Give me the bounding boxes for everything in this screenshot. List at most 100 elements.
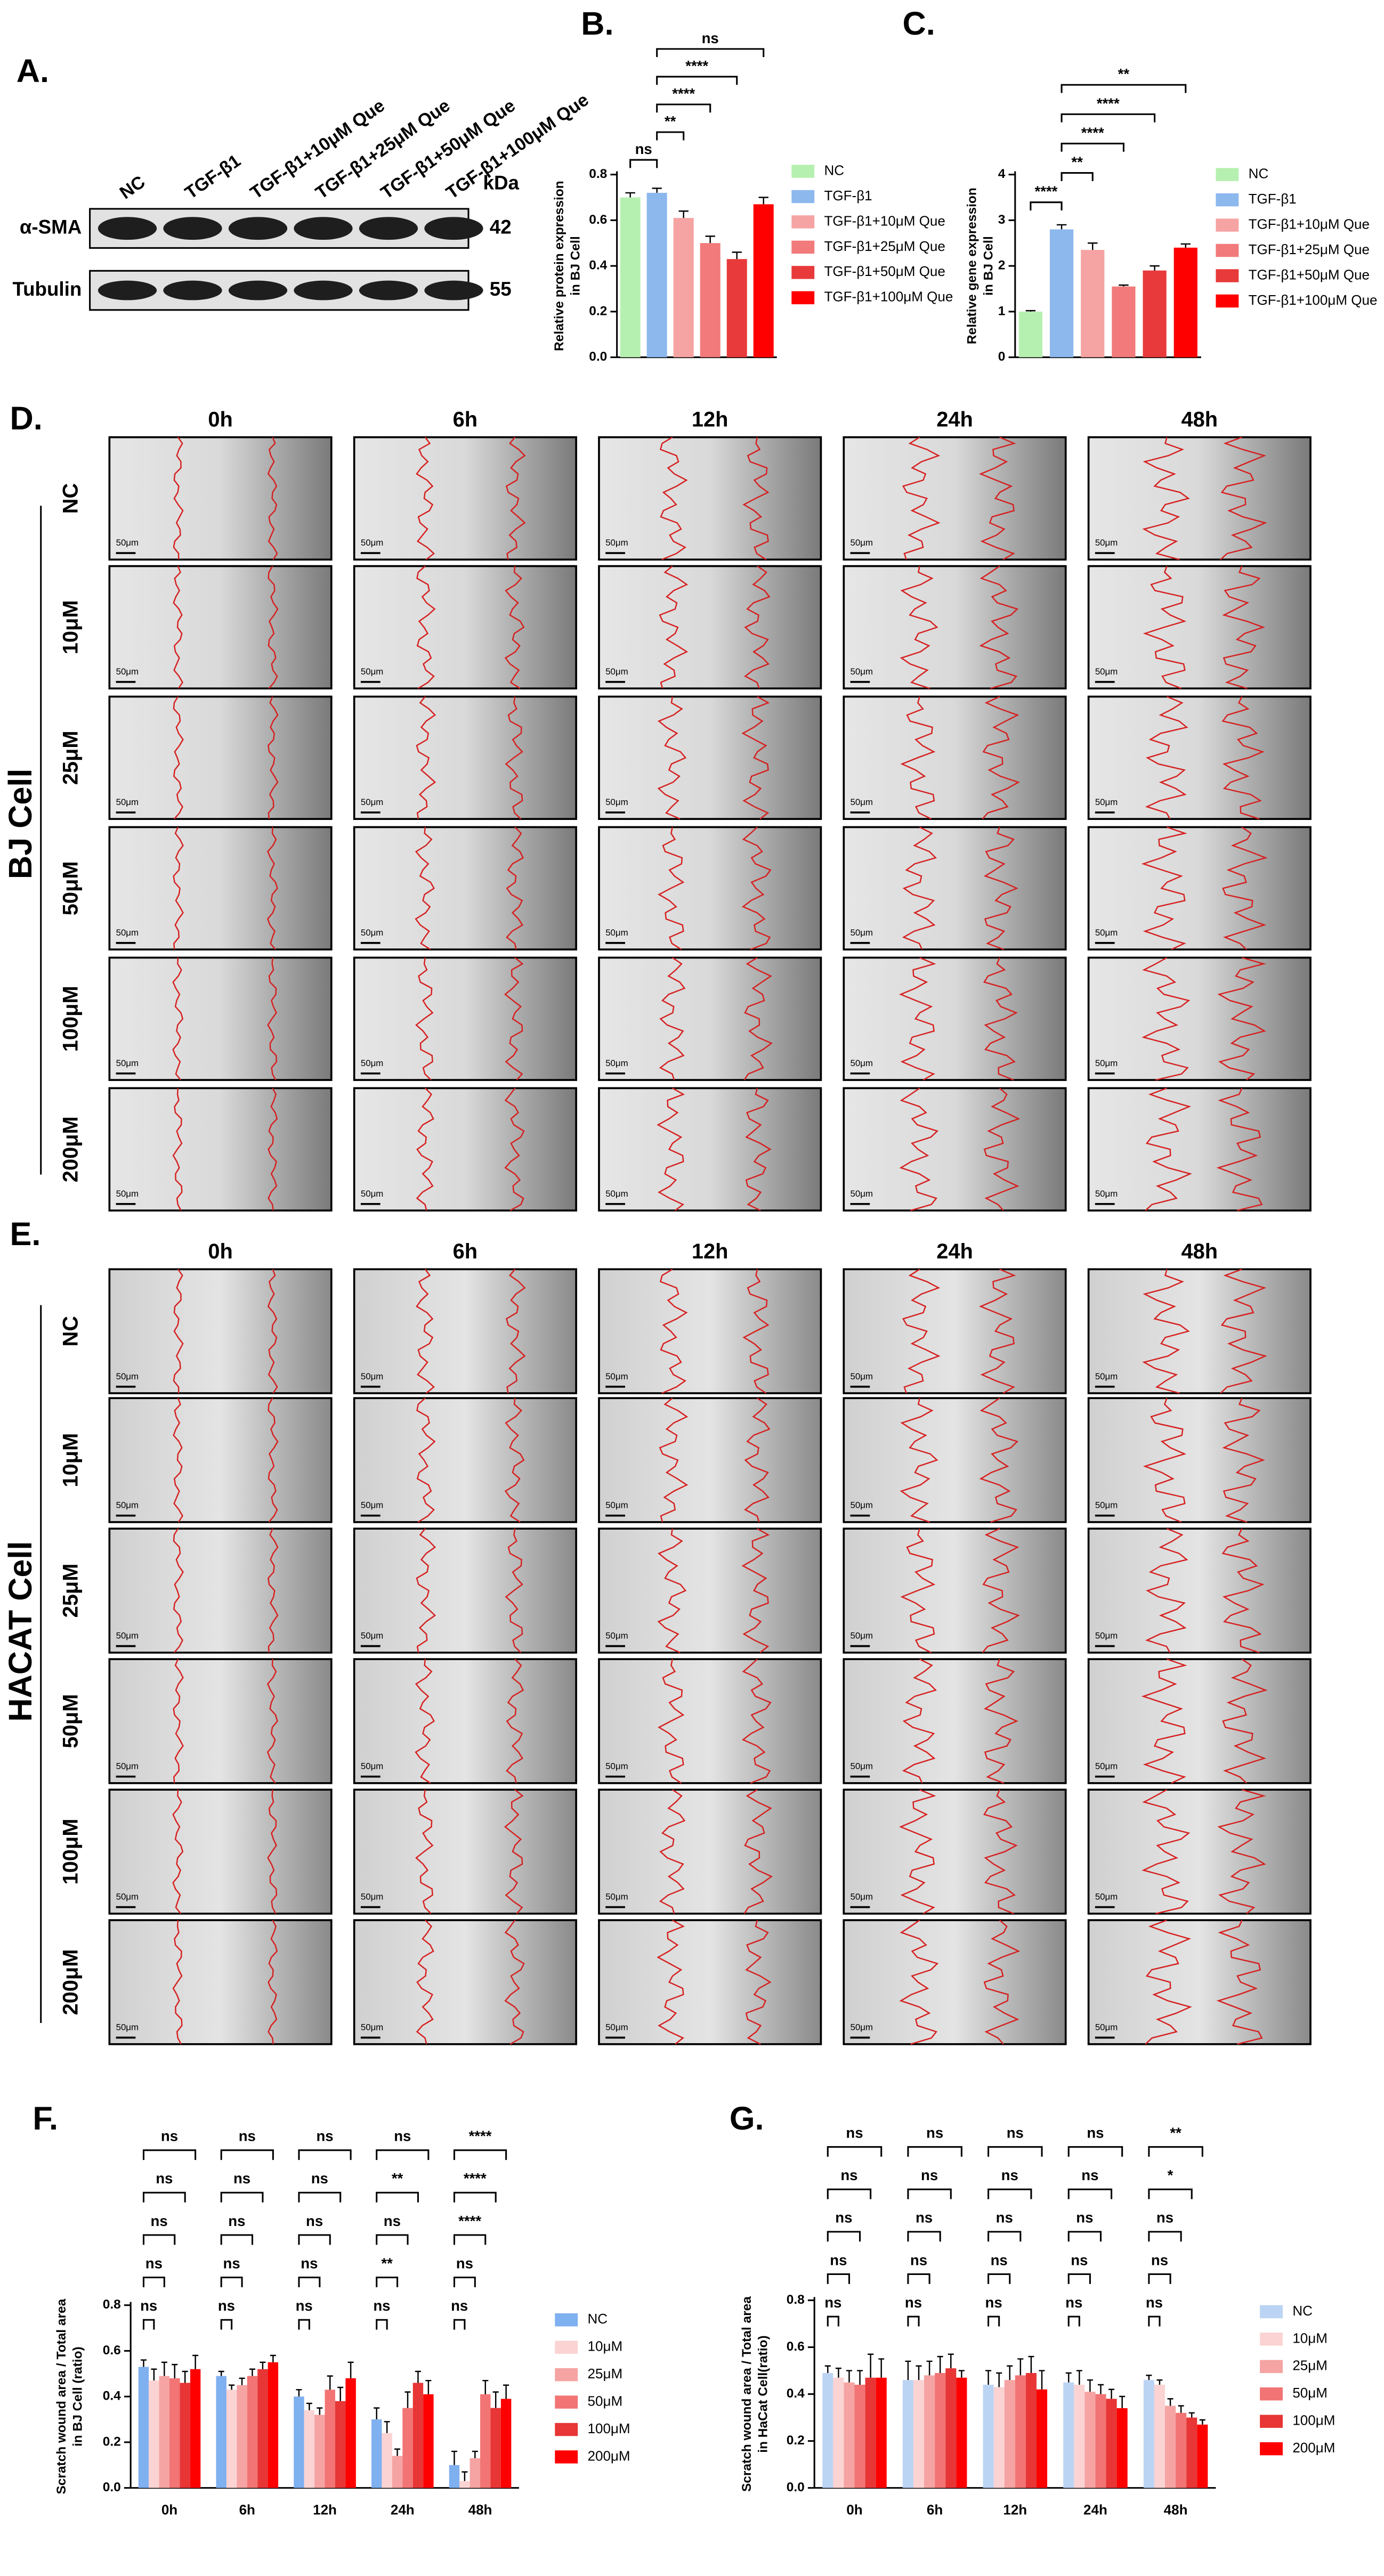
error-bar — [503, 2384, 509, 2399]
bar — [325, 2390, 335, 2488]
bar — [833, 2377, 844, 2488]
error-bar — [260, 2361, 266, 2369]
error-bar — [317, 2407, 323, 2415]
significance-bracket — [988, 2146, 1043, 2157]
significance-bracket — [142, 2277, 165, 2288]
significance-bracket — [1061, 172, 1094, 181]
error-bar — [824, 2365, 831, 2373]
micrograph: 50μm — [598, 956, 822, 1081]
wound-edge — [745, 1920, 772, 2045]
significance-bracket — [1148, 2146, 1203, 2157]
significance-bracket — [907, 2273, 930, 2284]
error-bar — [1028, 2355, 1034, 2373]
significance-bracket — [298, 2277, 321, 2288]
scale-bar-label: 50μm — [361, 2022, 383, 2033]
x-tick-label: 0h — [846, 2501, 862, 2517]
micrograph: 50μm — [598, 1789, 822, 1915]
wound-edge — [741, 826, 772, 950]
significance-label: ns — [846, 2124, 863, 2141]
wound-edge — [900, 1397, 938, 1523]
scale-bar-label: 50μm — [605, 1189, 628, 1199]
legend-label: NC — [1292, 2303, 1313, 2319]
x-tick-label: 48h — [1164, 2501, 1188, 2517]
bar — [1015, 2375, 1026, 2488]
row-label: 200μM — [59, 1116, 82, 1182]
bar — [257, 2369, 268, 2488]
wound-edge — [1141, 826, 1187, 950]
scale-bar-label: 50μm — [361, 928, 383, 938]
significance-label: ns — [384, 2213, 401, 2229]
significance-label: ns — [1071, 2252, 1088, 2268]
wound-edge — [1143, 1397, 1187, 1523]
significance-bracket — [1148, 2231, 1182, 2242]
significance-bracket — [298, 2149, 352, 2160]
significance-label: ns — [316, 2128, 333, 2144]
significance-bracket — [629, 159, 658, 168]
significance-label: ns — [228, 2213, 245, 2229]
significance-bracket — [1061, 84, 1187, 93]
micrograph: 50μm — [353, 1087, 577, 1212]
legend-swatch — [555, 2450, 578, 2464]
image — [108, 1789, 333, 1915]
image — [1087, 1397, 1312, 1523]
error-bar — [229, 2384, 235, 2390]
bar — [822, 2372, 833, 2488]
wound-edge — [504, 957, 524, 1080]
image — [353, 1527, 577, 1654]
legend-label: TGF-β1 — [1249, 191, 1297, 207]
wound-edge — [982, 696, 1020, 819]
wound-edge — [504, 1789, 524, 1914]
row-label: Tubulin — [12, 278, 82, 300]
significance-bracket — [142, 2234, 176, 2245]
image — [598, 1658, 822, 1784]
bar — [1173, 247, 1197, 357]
significance-label: **** — [1081, 124, 1104, 141]
significance-label: ns — [151, 2213, 168, 2229]
error-bar — [1007, 2365, 1013, 2380]
wound-edge — [268, 1087, 278, 1211]
wound-edge — [900, 1528, 936, 1653]
scale-bar-label: 50μm — [361, 1500, 383, 1510]
bar — [1084, 2392, 1096, 2488]
bar — [237, 2385, 247, 2488]
significance-bracket — [988, 2273, 1011, 2284]
legend-label: TGF-β1+100μM Que — [824, 289, 953, 305]
micrograph: 50μm — [108, 1268, 333, 1394]
significance-bracket — [453, 2319, 466, 2330]
significance-bracket — [1148, 2315, 1161, 2327]
legend-swatch — [1216, 294, 1239, 308]
column-header: 48h — [1181, 408, 1218, 432]
x-tick-label: 12h — [1003, 2501, 1027, 2517]
significance-bracket — [298, 2191, 342, 2203]
significance-label: ns — [830, 2252, 847, 2268]
wound-edge — [504, 1398, 525, 1523]
scale-bar-label: 50μm — [851, 928, 873, 938]
wound-edge — [979, 565, 1019, 689]
legend-label: 25μM — [588, 2366, 623, 2382]
row-label: 25μM — [59, 1564, 82, 1618]
wound-edge — [902, 436, 941, 560]
error-bar — [1097, 2384, 1104, 2394]
bar — [945, 2368, 957, 2488]
y-tick-label: 0.0 — [103, 2480, 121, 2494]
legend-label: 10μM — [588, 2338, 623, 2354]
legend-label: 200μM — [1292, 2440, 1335, 2456]
significance-label: ns — [921, 2167, 938, 2183]
image — [1087, 565, 1312, 690]
legend-swatch — [555, 2341, 578, 2354]
micrograph: 50μm — [598, 565, 822, 690]
scale-bar-label: 50μm — [851, 1058, 873, 1068]
error-bar — [678, 210, 689, 218]
scale-bar-label: 50μm — [605, 1631, 628, 1641]
image — [108, 1527, 333, 1654]
y-tick-label: 0.8 — [103, 2297, 121, 2312]
wound-edge — [744, 1397, 771, 1523]
x-tick-label: 0h — [161, 2501, 177, 2517]
significance-label: ns — [635, 141, 652, 157]
wound-edge — [979, 1397, 1019, 1523]
bar — [216, 2376, 226, 2488]
significance-label: ** — [1170, 2124, 1181, 2141]
micrograph: 50μm — [843, 1919, 1067, 2045]
legend-swatch — [1216, 269, 1239, 282]
legend-label: TGF-β1+10μM Que — [824, 213, 945, 229]
